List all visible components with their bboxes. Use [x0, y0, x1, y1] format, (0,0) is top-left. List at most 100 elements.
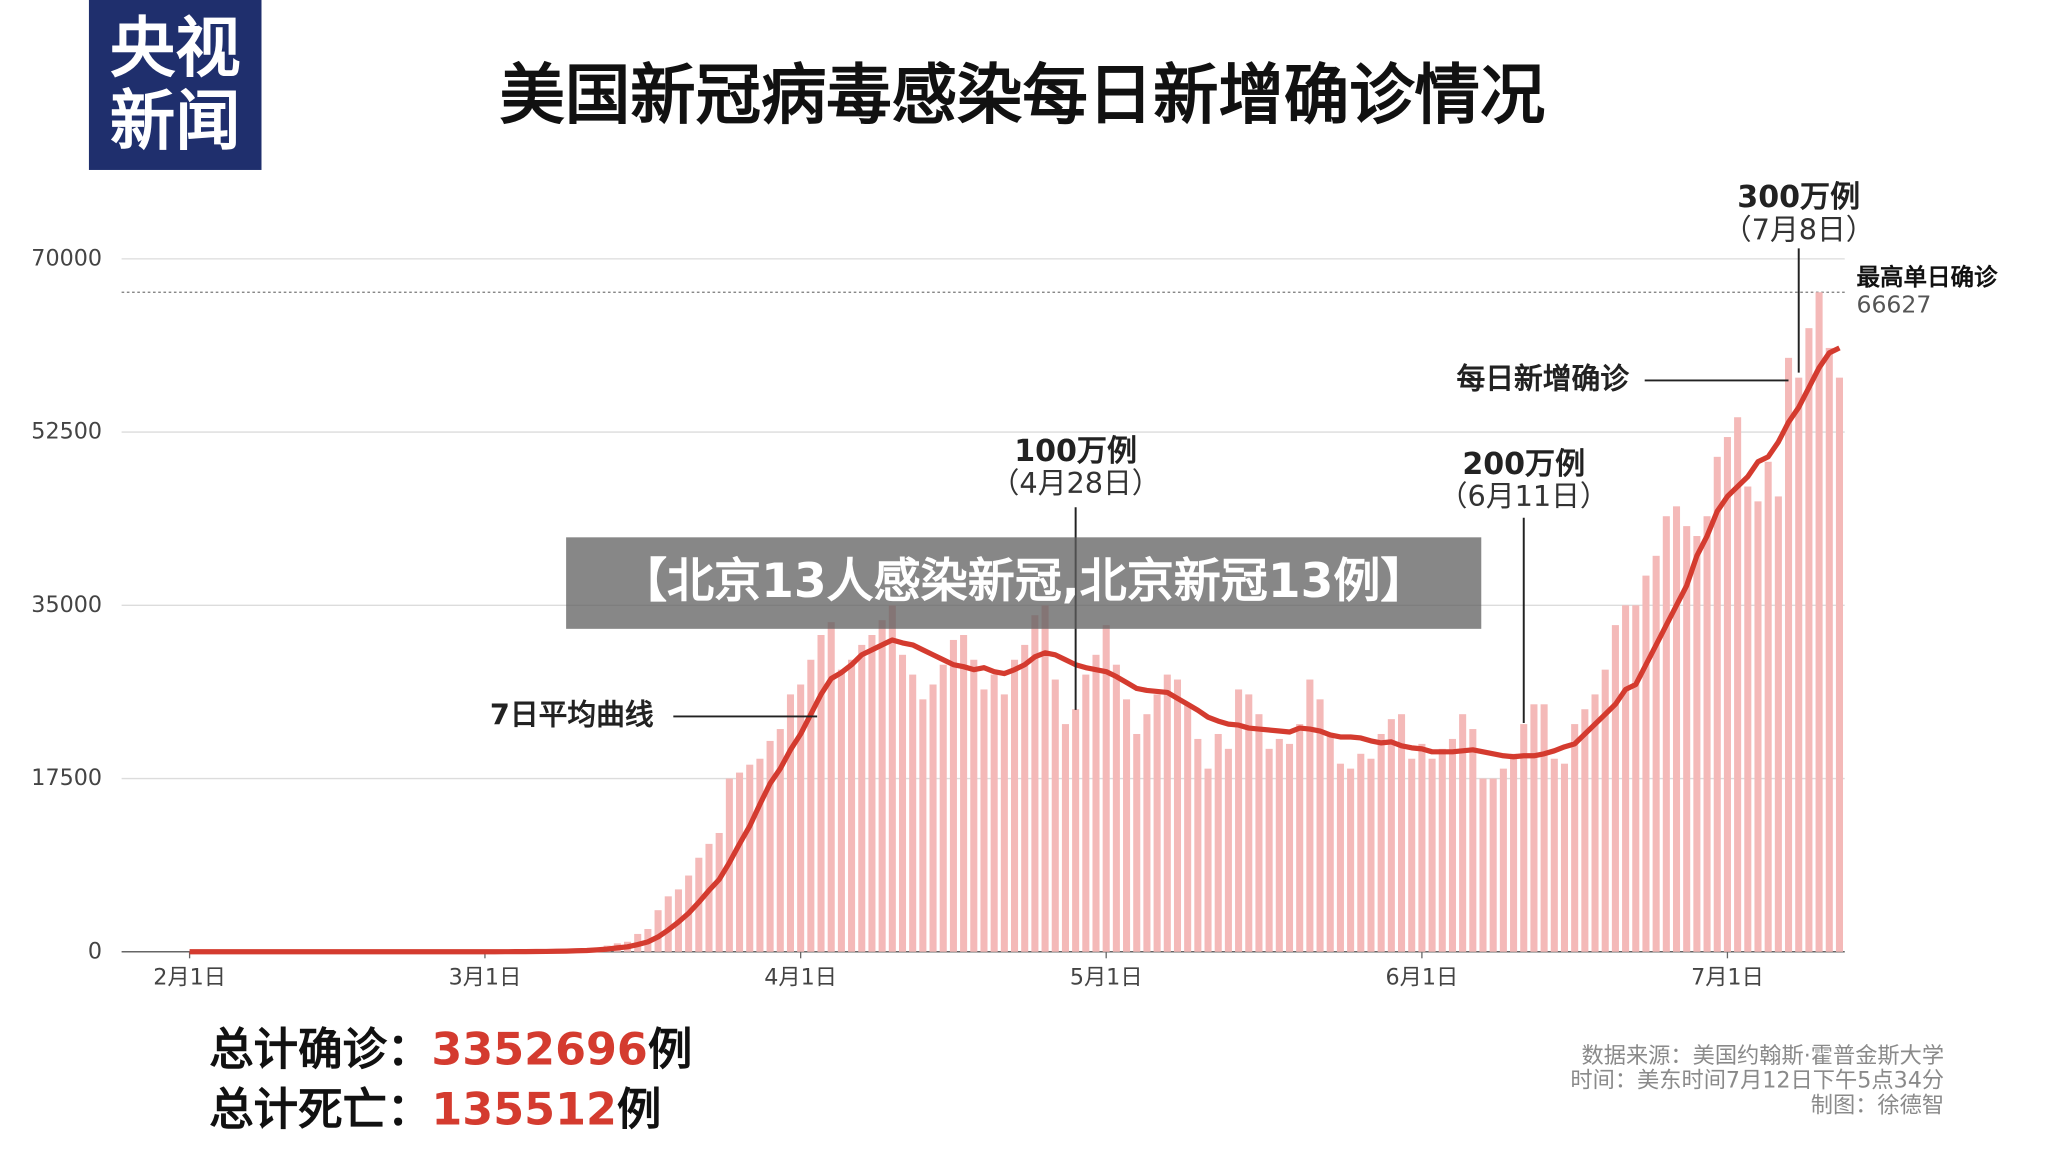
- annotation-label: 100万例: [1014, 434, 1137, 469]
- bar: [1795, 377, 1803, 952]
- bar: [1469, 729, 1477, 952]
- y-tick-label: 70000: [31, 245, 102, 271]
- bar: [1489, 778, 1497, 952]
- bar: [949, 639, 957, 952]
- logo-text: 新闻: [110, 84, 241, 160]
- bar: [654, 910, 662, 952]
- bar: [1428, 758, 1436, 952]
- logo-box: [88, 0, 262, 170]
- peak-value: 66627: [1856, 290, 1931, 318]
- label: 总计确诊：: [209, 1024, 431, 1075]
- bar: [1143, 714, 1151, 952]
- source-line: 制图：徐德智: [1811, 1093, 1944, 1119]
- annotation-date: （6月11日）: [1439, 479, 1609, 513]
- bar: [1448, 738, 1456, 952]
- bar: [1764, 461, 1772, 952]
- bar: [1296, 724, 1304, 952]
- bar: [1133, 733, 1141, 952]
- bar: [1499, 768, 1507, 952]
- bar: [1815, 292, 1823, 952]
- bar: [715, 832, 723, 952]
- banner-text: 【北京13人感染新冠,北京新冠13例】: [620, 554, 1427, 609]
- bar: [1408, 758, 1416, 952]
- y-tick-label: 17500: [31, 765, 102, 791]
- bar: [1571, 724, 1579, 952]
- y-tick-label: 52500: [31, 419, 102, 445]
- bar: [1082, 674, 1090, 952]
- bar: [1153, 694, 1161, 952]
- bar: [1316, 699, 1324, 952]
- bar: [1326, 733, 1334, 952]
- bar: [1642, 575, 1650, 952]
- total-deaths: 总计死亡：135512例: [209, 1085, 661, 1136]
- bar: [1418, 743, 1426, 952]
- bar: [1357, 753, 1365, 952]
- bar: [1693, 536, 1701, 952]
- source-line: 数据来源：美国约翰斯·霍普金斯大学: [1582, 1043, 1945, 1069]
- bar: [1377, 733, 1385, 952]
- bar: [939, 664, 947, 952]
- bar: [1336, 763, 1344, 952]
- bar: [1224, 748, 1232, 952]
- bar: [848, 659, 856, 952]
- bar: [1021, 644, 1029, 952]
- bar: [1530, 704, 1538, 952]
- bar: [1723, 437, 1731, 952]
- bar: [827, 622, 835, 952]
- bar: [756, 758, 764, 952]
- bar: [1214, 733, 1222, 952]
- value: 3352696: [431, 1024, 647, 1075]
- x-tick-label: 7月1日: [1691, 964, 1764, 990]
- bar: [1591, 694, 1599, 952]
- bar: [1387, 719, 1395, 952]
- bar: [888, 605, 896, 952]
- bar: [1347, 768, 1355, 952]
- bar: [1123, 699, 1131, 952]
- avg-line: [189, 345, 1841, 955]
- bar: [868, 635, 876, 952]
- bar: [898, 654, 907, 952]
- unit: 例: [648, 1024, 692, 1075]
- bar: [786, 694, 795, 952]
- bar: [929, 684, 937, 952]
- bar: [1000, 694, 1008, 952]
- bar: [1713, 456, 1721, 952]
- total-cases: 总计确诊：3352696例: [209, 1024, 692, 1075]
- bar: [1581, 709, 1589, 952]
- bar: [858, 644, 866, 952]
- bar: [1510, 753, 1518, 952]
- bar: [1744, 486, 1752, 952]
- bar: [1734, 417, 1742, 952]
- bar: [1622, 605, 1630, 952]
- bar: [1194, 738, 1202, 952]
- bar: [1245, 694, 1253, 952]
- bar: [1051, 679, 1059, 952]
- annotation-date: （7月8日）: [1723, 212, 1875, 246]
- bar: [1235, 689, 1243, 952]
- bar: [1683, 526, 1691, 952]
- bar: [797, 684, 805, 952]
- bar: [1041, 605, 1049, 952]
- bar: [705, 843, 713, 952]
- x-tick-label: 3月1日: [449, 964, 522, 990]
- bar: [664, 896, 672, 952]
- bar: [1061, 724, 1069, 952]
- bar: [1072, 709, 1080, 952]
- bar: [837, 669, 845, 952]
- bar: [1672, 506, 1681, 952]
- logo-text: 央视: [110, 10, 241, 86]
- bar: [1275, 738, 1283, 952]
- annotation-label: 300万例: [1737, 180, 1860, 215]
- bar: [1459, 714, 1467, 952]
- y-tick-label: 35000: [31, 592, 102, 618]
- bar: [1367, 758, 1375, 952]
- bar: [1173, 679, 1182, 952]
- bar: [1255, 714, 1263, 952]
- bar: [909, 674, 917, 952]
- bar: [1703, 516, 1711, 952]
- bar: [1520, 724, 1528, 952]
- bar: [1662, 516, 1670, 952]
- x-tick-label: 2月1日: [153, 964, 226, 990]
- source-line: 时间：美东时间7月12日下午5点34分: [1570, 1068, 1944, 1094]
